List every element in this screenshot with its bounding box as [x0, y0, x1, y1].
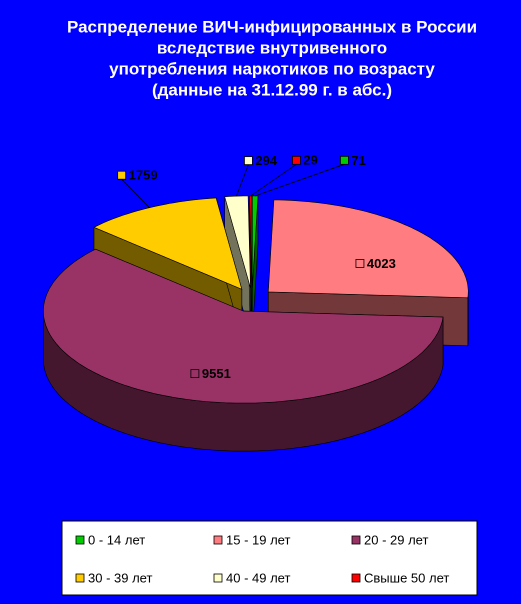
leader-line — [121, 178, 150, 208]
slice — [93, 197, 243, 290]
leader-line — [236, 164, 249, 197]
legend-label: 20 - 29 лет — [364, 532, 428, 547]
legend-swatch — [213, 535, 223, 545]
label-key — [190, 369, 200, 379]
legend-label: 40 - 49 лет — [226, 570, 290, 585]
legend-label: 15 - 19 лет — [226, 532, 290, 547]
chart-title: вследствие внутривенного — [157, 38, 387, 57]
legend-box — [61, 520, 478, 596]
leader-line — [250, 163, 297, 197]
label-key — [244, 156, 253, 166]
slice — [252, 195, 259, 288]
legend-label: Свыше 50 лет — [364, 570, 449, 585]
label-key — [340, 155, 349, 165]
slice — [249, 195, 253, 288]
leader-line — [255, 163, 345, 197]
legend-swatch — [75, 573, 85, 583]
chart-title: (данные на 31.12.99 г. в абс.) — [152, 80, 392, 99]
chart-title: употребления наркотиков по возрасту — [109, 59, 435, 78]
data-label: 4023 — [367, 256, 396, 271]
data-label: 29 — [303, 153, 317, 168]
legend-swatch — [75, 535, 85, 545]
slice-wall — [467, 291, 469, 346]
data-label: 294 — [255, 153, 277, 168]
legend-label: 30 - 39 лет — [88, 570, 152, 585]
chart-title: Распределение ВИЧ-инфицированных в Росси… — [67, 17, 477, 36]
legend-swatch — [351, 573, 361, 583]
legend-label: 0 - 14 лет — [88, 532, 145, 547]
slice — [267, 199, 469, 299]
legend: 0 - 14 лет 15 - 19 лет 20 - 29 лет 30 - 39 … — [61, 520, 478, 596]
slice — [43, 248, 444, 404]
legend-swatch — [351, 535, 361, 545]
label-key — [117, 170, 127, 180]
legend-swatch — [213, 573, 223, 583]
data-label: 1759 — [129, 168, 158, 183]
data-label: 71 — [351, 153, 365, 168]
label-key — [292, 155, 301, 165]
data-label: 9551 — [202, 366, 231, 381]
label-key — [355, 259, 365, 268]
